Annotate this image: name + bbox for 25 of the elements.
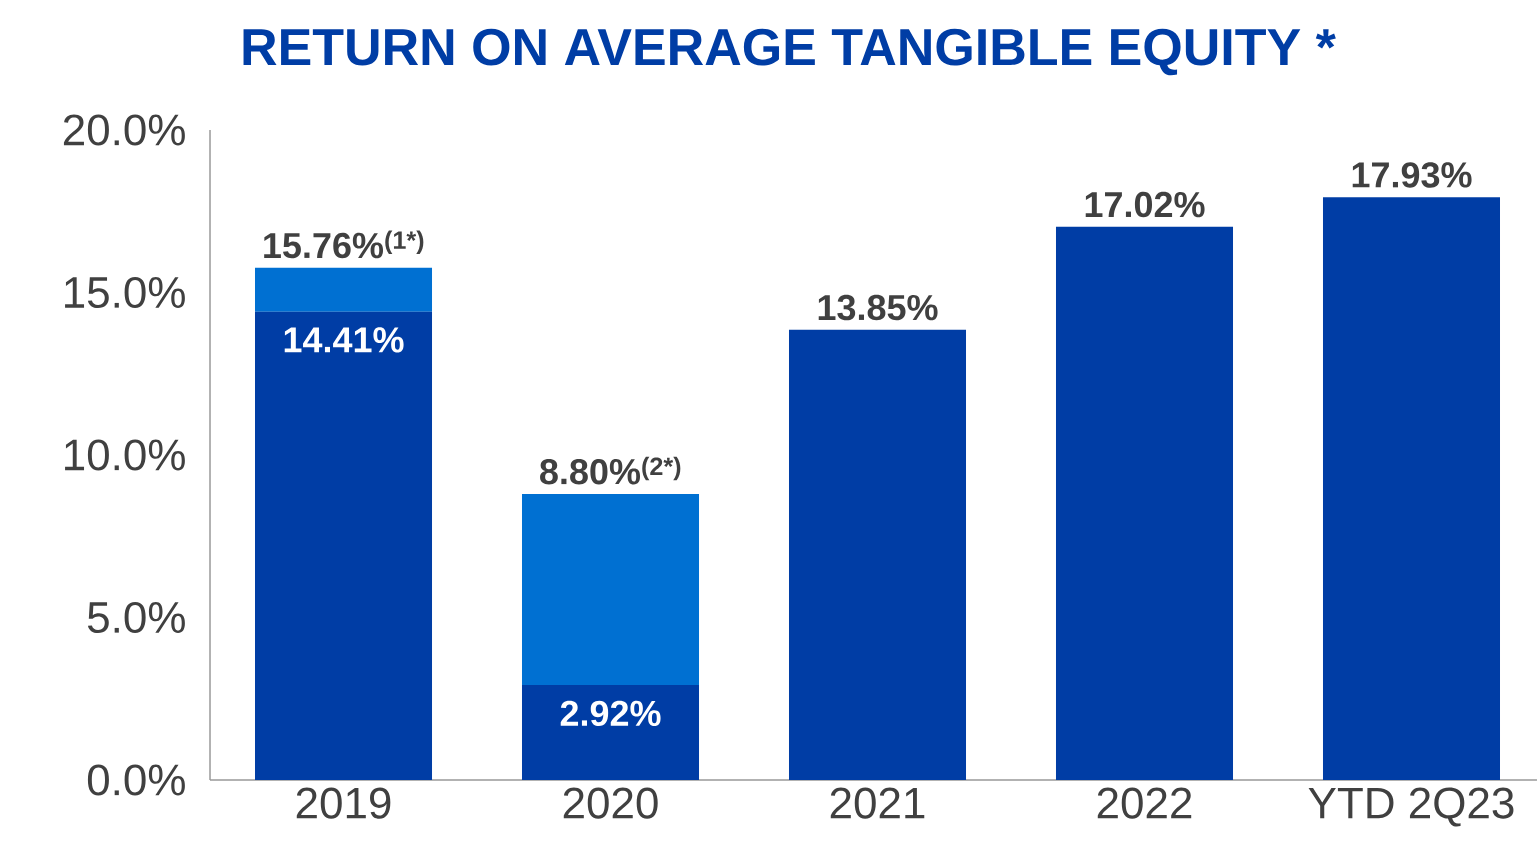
- chart-title: RETURN ON AVERAGE TANGIBLE EQUITY *: [243, 28, 1336, 76]
- y-tick-label: 0.0%: [87, 764, 185, 796]
- total-label: 15.76%$^{(1*)}$: [264, 230, 424, 259]
- bar: [522, 685, 700, 780]
- bar: [1055, 226, 1234, 780]
- bar: [255, 311, 433, 780]
- x-tick-label: 2019: [296, 787, 391, 819]
- data-label: 2.92%: [560, 700, 661, 727]
- total-label: 8.80%$^{(2*)}$: [540, 456, 681, 485]
- total-label: 17.93%: [1352, 162, 1472, 188]
- x-tick-label: 2021: [830, 787, 925, 819]
- total-label: 13.85%: [818, 294, 938, 321]
- data-label: 14.41%: [284, 327, 404, 353]
- total-label: 17.02%: [1085, 191, 1205, 218]
- y-tick-label: 5.0%: [87, 601, 185, 634]
- x-tick-label: 2022: [1097, 787, 1192, 819]
- bar: [255, 267, 433, 312]
- x-tick-label: YTD 2Q23: [1308, 787, 1514, 827]
- y-tick-label: 15.0%: [65, 276, 185, 309]
- bar: [788, 329, 967, 780]
- y-tick-label: 10.0%: [65, 439, 185, 471]
- bar: [522, 493, 700, 686]
- y-tick-label: 20.0%: [63, 114, 185, 146]
- bar: [1322, 197, 1501, 780]
- x-tick-label: 2020: [563, 787, 658, 819]
